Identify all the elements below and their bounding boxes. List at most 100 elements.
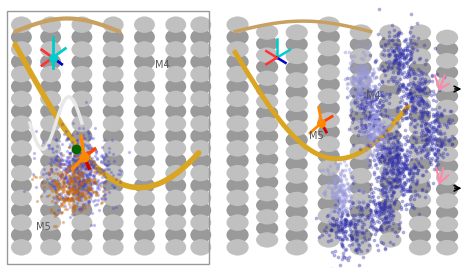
Point	[81, 195, 89, 199]
Point	[60, 162, 68, 166]
Ellipse shape	[409, 192, 431, 208]
Point	[67, 197, 75, 202]
Point	[109, 152, 117, 156]
Point	[396, 51, 404, 55]
Point	[357, 83, 365, 87]
Point	[382, 171, 390, 175]
Point	[379, 174, 386, 178]
Point	[372, 210, 380, 215]
Point	[379, 36, 387, 40]
Point	[391, 142, 398, 146]
Point	[346, 222, 353, 227]
Point	[403, 41, 410, 45]
Ellipse shape	[286, 216, 308, 231]
Point	[73, 166, 81, 170]
Point	[65, 168, 73, 172]
Ellipse shape	[318, 29, 340, 44]
Point	[399, 61, 407, 65]
Point	[342, 206, 350, 210]
Point	[327, 209, 335, 214]
Ellipse shape	[409, 24, 431, 40]
Point	[413, 48, 420, 52]
Point	[357, 129, 365, 133]
Point	[80, 174, 87, 179]
Point	[77, 169, 85, 174]
Point	[366, 132, 374, 137]
Point	[74, 174, 82, 179]
Point	[447, 121, 454, 125]
Ellipse shape	[350, 204, 372, 220]
Point	[395, 34, 402, 38]
Ellipse shape	[409, 240, 431, 255]
Point	[368, 195, 376, 199]
Point	[339, 229, 347, 233]
Point	[50, 178, 58, 183]
Point	[324, 239, 332, 243]
Point	[403, 72, 410, 77]
Point	[70, 175, 77, 180]
Point	[409, 108, 417, 112]
Point	[51, 187, 59, 192]
Point	[83, 165, 91, 169]
Point	[71, 166, 78, 171]
Ellipse shape	[318, 17, 340, 32]
Point	[393, 137, 401, 142]
Point	[397, 160, 405, 165]
Point	[66, 160, 73, 165]
Point	[406, 66, 414, 70]
Point	[386, 217, 394, 222]
Point	[372, 135, 379, 140]
Point	[359, 75, 366, 80]
Point	[68, 140, 76, 144]
Point	[401, 112, 408, 116]
Point	[345, 258, 352, 262]
Point	[340, 230, 347, 235]
Point	[101, 197, 109, 201]
Point	[365, 128, 373, 133]
Point	[100, 180, 108, 184]
Point	[386, 204, 393, 209]
Point	[415, 103, 423, 107]
Point	[369, 194, 376, 198]
Point	[408, 143, 416, 147]
Point	[98, 197, 106, 201]
Point	[78, 190, 86, 194]
Point	[363, 93, 370, 97]
Point	[373, 218, 381, 223]
Point	[328, 190, 336, 194]
Ellipse shape	[11, 239, 32, 256]
Point	[413, 180, 421, 185]
Point	[369, 125, 376, 129]
Point	[397, 142, 404, 147]
Point	[377, 93, 385, 97]
Point	[411, 106, 419, 110]
Point	[57, 211, 65, 215]
Point	[434, 143, 442, 147]
Point	[64, 165, 72, 169]
Point	[362, 97, 369, 101]
Point	[38, 181, 46, 186]
Point	[97, 160, 105, 165]
Point	[429, 125, 437, 129]
Point	[366, 43, 374, 47]
Point	[371, 198, 378, 202]
Point	[69, 199, 77, 203]
Point	[99, 154, 107, 159]
Point	[387, 180, 394, 185]
Point	[400, 185, 407, 189]
Point	[85, 172, 92, 177]
Point	[91, 203, 99, 207]
Point	[448, 142, 456, 147]
Point	[86, 167, 94, 172]
Point	[376, 226, 383, 231]
Point	[390, 190, 397, 194]
Point	[335, 209, 342, 214]
Point	[384, 209, 392, 213]
Ellipse shape	[436, 158, 458, 174]
Ellipse shape	[318, 88, 340, 104]
Point	[61, 203, 69, 208]
Point	[334, 202, 342, 206]
Point	[74, 147, 82, 151]
Point	[412, 85, 420, 90]
Point	[70, 158, 78, 162]
